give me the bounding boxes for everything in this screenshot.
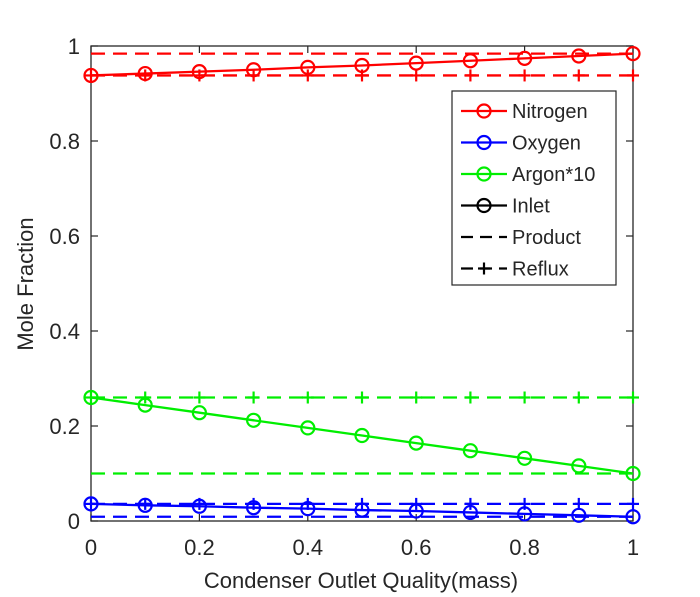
legend-label-argon-10: Argon*10 — [512, 164, 595, 186]
oxygen-reflux-point — [518, 497, 531, 510]
argon-10-inlet-line — [90, 396, 634, 475]
legend-label-reflux: Reflux — [512, 259, 569, 281]
oxygen-reflux-point — [627, 497, 639, 510]
nitrogen-inlet-point — [516, 50, 533, 66]
oxygen-reflux-point — [139, 497, 152, 510]
nitrogen-inlet-line — [90, 52, 634, 77]
y-tick-label: 1 — [68, 34, 80, 59]
legend-marker-reflux — [478, 262, 490, 275]
argon-10-reflux-point — [193, 391, 206, 404]
x-tick-label: 0.2 — [184, 535, 215, 560]
x-tick-label: 1 — [627, 535, 639, 560]
argon-10-reflux-point — [356, 391, 368, 404]
argon-10-inlet-point — [462, 443, 478, 459]
legend-label-nitrogen: Nitrogen — [512, 101, 588, 123]
oxygen-reflux-point — [572, 497, 585, 510]
argon-10-reflux-point — [627, 391, 639, 404]
legend: Nitrogen Oxygen Argon*10 Inlet Product Reflux — [451, 90, 617, 286]
oxygen-reflux-point — [85, 497, 97, 510]
argon-10-inlet-point — [408, 435, 424, 451]
x-tick-label: 0 — [85, 535, 97, 560]
argon-10-reflux-point — [139, 391, 152, 404]
nitrogen-reflux-point — [518, 69, 531, 82]
argon-10-reflux-point — [85, 391, 97, 404]
nitrogen-reflux-point — [139, 69, 152, 82]
argon-10-reflux-point — [572, 391, 585, 404]
y-tick-label: 0.4 — [49, 319, 80, 344]
nitrogen-reflux-point — [410, 69, 423, 82]
legend-marker-argon-10 — [476, 166, 492, 182]
x-tick-label: 0.8 — [509, 535, 540, 560]
nitrogen-reflux-point — [301, 69, 314, 82]
legend-marker-oxygen — [476, 134, 492, 151]
nitrogen-reflux-point — [572, 69, 585, 82]
y-tick-label: 0.2 — [49, 414, 80, 439]
x-tick-label: 0.6 — [401, 535, 432, 560]
argon-10-inlet-point — [516, 450, 533, 466]
legend-label-product: Product — [512, 227, 581, 249]
nitrogen-reflux-point — [356, 69, 368, 82]
argon-10-reflux-point — [301, 391, 314, 404]
argon-10-inlet-point — [354, 427, 370, 444]
oxygen-reflux-point — [356, 497, 368, 510]
oxygen-reflux-point — [193, 497, 206, 510]
legend-marker-inlet — [476, 197, 492, 214]
x-axis-label: Condenser Outlet Quality(mass) — [204, 568, 518, 593]
nitrogen-reflux-point — [464, 69, 477, 82]
nitrogen-reflux-point — [627, 69, 639, 82]
legend-label-oxygen: Oxygen — [512, 133, 581, 155]
y-tick-label: 0.6 — [49, 224, 80, 249]
oxygen-reflux-point — [247, 497, 260, 510]
argon-10-reflux-point — [464, 391, 477, 404]
x-tick-label: 0.4 — [293, 535, 324, 560]
argon-10-reflux-point — [410, 391, 423, 404]
argon-10-reflux-point — [518, 391, 531, 404]
nitrogen-reflux-point — [85, 69, 97, 82]
oxygen-reflux-point — [301, 497, 314, 510]
nitrogen-reflux-point — [247, 69, 260, 82]
argon-10-reflux-point — [247, 391, 260, 404]
oxygen-inlet-line — [90, 502, 634, 518]
legend-box — [451, 90, 617, 286]
oxygen-reflux-point — [464, 497, 477, 510]
argon-10-inlet-point — [191, 405, 207, 421]
argon-10-inlet-point — [300, 420, 316, 436]
oxygen-reflux-point — [410, 497, 423, 510]
legend-marker-nitrogen — [476, 103, 492, 119]
y-tick-label: 0 — [68, 509, 80, 534]
y-axis-label: Mole Fraction — [13, 217, 38, 350]
argon-10-inlet-point — [246, 412, 262, 428]
plot-area: 0 0.2 0.4 0.6 0.8 1 0 0.2 0.4 0.6 0.8 1 Nitrogen Oxyg… — [49, 34, 641, 560]
legend-label-inlet: Inlet — [512, 196, 550, 218]
nitrogen-reflux-point — [193, 69, 206, 82]
nitrogen-inlet-point — [571, 48, 587, 64]
y-tick-label: 0.8 — [49, 129, 80, 154]
